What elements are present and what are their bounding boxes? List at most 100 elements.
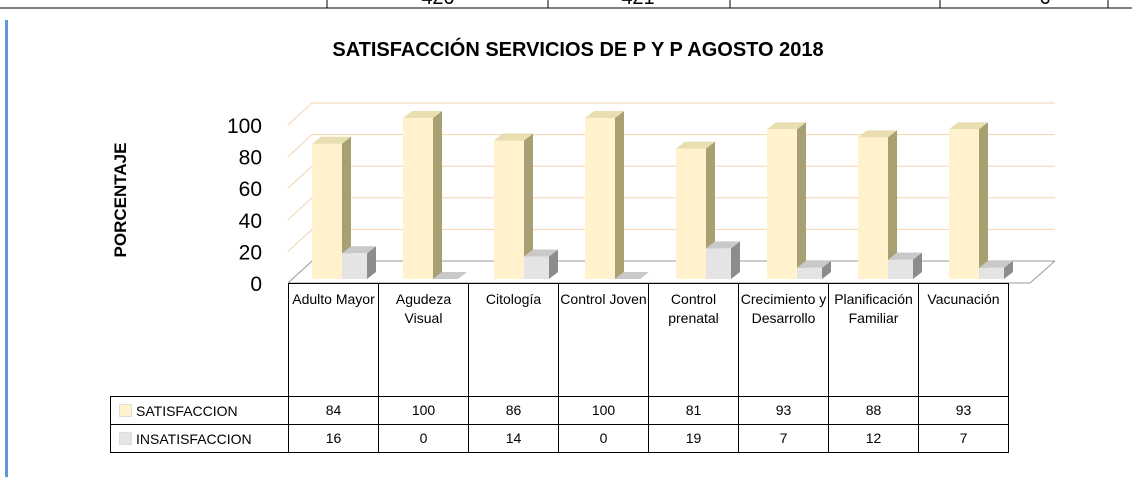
legend-label: INSATISFACCION bbox=[136, 430, 252, 447]
value-cell: 7 bbox=[918, 424, 1009, 453]
bar-front bbox=[403, 118, 433, 279]
y-tick-label: 40 bbox=[239, 210, 262, 233]
bar-top bbox=[585, 111, 624, 118]
category-label: Crecimiento y Desarrollo bbox=[738, 283, 829, 397]
bar-side bbox=[731, 241, 740, 279]
table-blank bbox=[110, 283, 289, 397]
legend-label: SATISFACCION bbox=[136, 402, 238, 419]
bar bbox=[676, 141, 715, 279]
value-cell: 93 bbox=[918, 396, 1009, 425]
bar-front bbox=[979, 267, 1004, 279]
bar-front bbox=[706, 248, 731, 279]
value-cell: 0 bbox=[378, 424, 469, 453]
bar-side bbox=[822, 260, 831, 279]
bar-side bbox=[367, 246, 376, 279]
bar bbox=[797, 260, 831, 279]
top-cell-text: 6 bbox=[1039, 0, 1050, 9]
category-label: Vacunación bbox=[918, 283, 1009, 397]
bar-top bbox=[615, 272, 649, 279]
bar-front bbox=[312, 143, 342, 279]
value-cell: 7 bbox=[738, 424, 829, 453]
bar-side bbox=[433, 111, 442, 279]
value-cell: 84 bbox=[288, 396, 379, 425]
bar-front bbox=[888, 259, 913, 279]
bar-side bbox=[979, 122, 988, 280]
category-label: Agudeza Visual bbox=[378, 283, 469, 397]
category-label: Planificación Familiar bbox=[828, 283, 919, 397]
bar-front bbox=[858, 137, 888, 279]
data-table: Adulto Mayor Agudeza Visual Citología Contr… bbox=[110, 283, 1009, 453]
bar-front bbox=[585, 118, 615, 279]
value-cell: 100 bbox=[378, 396, 469, 425]
bar-front bbox=[524, 256, 549, 279]
bar-side bbox=[1004, 260, 1013, 279]
chart-title: SATISFACCIÓN SERVICIOS DE P Y P AGOSTO 2… bbox=[332, 37, 823, 61]
bar-side bbox=[615, 111, 624, 279]
bar bbox=[767, 122, 806, 280]
bar-front bbox=[767, 129, 797, 279]
bar-top bbox=[312, 136, 351, 144]
table-row: SATISFACCION 84 100 86 100 81 93 88 93 bbox=[110, 396, 1009, 425]
y-axis-label: PORCENTAJE bbox=[111, 143, 130, 258]
top-strip bbox=[0, 0, 1132, 8]
bar-side bbox=[524, 133, 533, 279]
bar-side bbox=[913, 252, 922, 279]
bar bbox=[585, 111, 624, 279]
legend-entry: SATISFACCION bbox=[110, 396, 289, 425]
bar-side bbox=[549, 249, 558, 279]
legend-swatch bbox=[119, 431, 132, 445]
table-row: Adulto Mayor Agudeza Visual Citología Contr… bbox=[110, 283, 1009, 397]
bar bbox=[615, 272, 649, 279]
top-cell-text: 421 bbox=[621, 0, 654, 9]
value-cell: 81 bbox=[648, 396, 739, 425]
legend-entry: INSATISFACCION bbox=[110, 424, 289, 453]
bar-top bbox=[979, 260, 1013, 268]
bar bbox=[979, 260, 1013, 279]
top-cell-text: 420 bbox=[421, 0, 454, 9]
bar-top bbox=[949, 122, 988, 130]
grid-line bbox=[287, 102, 1055, 126]
bar-side bbox=[342, 136, 351, 279]
bar-top bbox=[767, 122, 806, 130]
bar-top bbox=[676, 141, 715, 149]
value-cell: 14 bbox=[468, 424, 559, 453]
bar-front bbox=[797, 267, 822, 279]
bar-front bbox=[342, 253, 367, 279]
value-cell: 19 bbox=[648, 424, 739, 453]
bar-top bbox=[858, 130, 897, 138]
category-label: Citología bbox=[468, 283, 559, 397]
value-cell: 88 bbox=[828, 396, 919, 425]
bar bbox=[403, 111, 442, 279]
bar bbox=[888, 252, 922, 279]
bar-top bbox=[342, 246, 376, 254]
bar-top bbox=[797, 260, 831, 268]
value-cell: 0 bbox=[558, 424, 649, 453]
bar bbox=[524, 249, 558, 279]
value-cell: 100 bbox=[558, 396, 649, 425]
bar-front bbox=[676, 148, 706, 279]
value-cell: 16 bbox=[288, 424, 379, 453]
grid-line bbox=[287, 134, 1055, 157]
y-tick-label: 80 bbox=[239, 147, 262, 170]
bar-top bbox=[706, 241, 740, 249]
bar-side bbox=[797, 122, 806, 280]
bar-front bbox=[949, 129, 979, 279]
y-tick-label: 100 bbox=[227, 115, 262, 138]
legend-swatch bbox=[119, 403, 132, 417]
bar bbox=[433, 272, 467, 279]
category-label: Adulto Mayor bbox=[288, 283, 379, 397]
bar bbox=[494, 133, 533, 279]
bar-top bbox=[888, 252, 922, 260]
y-tick-label: 20 bbox=[239, 241, 262, 264]
frame-edge bbox=[5, 20, 8, 477]
bar-top bbox=[494, 133, 533, 141]
value-cell: 86 bbox=[468, 396, 559, 425]
y-tick-label: 60 bbox=[239, 178, 262, 201]
bar bbox=[706, 241, 740, 279]
bar bbox=[312, 136, 351, 279]
bar-front bbox=[494, 140, 524, 279]
bar-top bbox=[403, 111, 442, 118]
bar bbox=[949, 122, 988, 280]
